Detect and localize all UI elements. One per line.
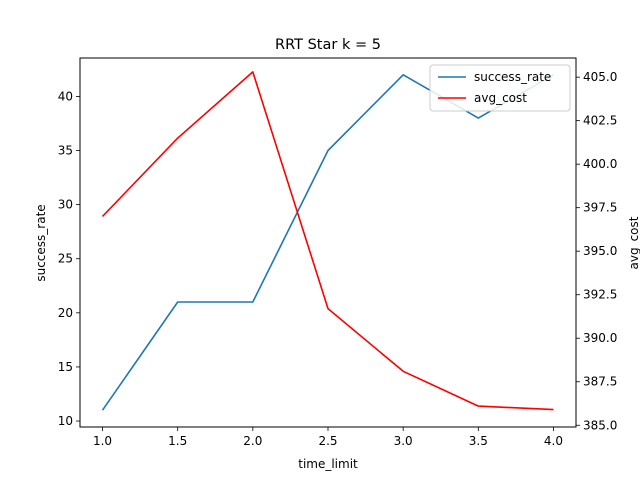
legend-label-success_rate: success_rate <box>474 70 551 84</box>
x-axis: 1.0 1.5 2.0 2.5 3.0 3.5 4.0 <box>93 427 563 448</box>
y-left-tick-label: 30 <box>58 198 73 212</box>
x-tick-label: 1.0 <box>93 434 112 448</box>
x-tick-label: 2.0 <box>243 434 262 448</box>
y-axis-right: 385.0 387.5 390.0 392.5 395.0 397.5 400.0 402.5… <box>576 70 617 432</box>
y-right-tick-label: 405.0 <box>583 70 617 84</box>
x-tick-label: 3.5 <box>469 434 488 448</box>
y-axis-left: 10 15 20 25 30 35 40 <box>58 89 80 428</box>
plot-area <box>79 57 577 428</box>
legend: success_rate avg_cost <box>429 64 571 112</box>
plot-frame <box>79 57 577 428</box>
chart-title: RRT Star k = 5 <box>275 37 381 53</box>
y-left-tick-label: 40 <box>58 89 73 103</box>
y-right-tick-label: 385.0 <box>583 418 617 432</box>
x-tick-label: 2.5 <box>318 434 337 448</box>
y-right-tick-label: 395.0 <box>583 244 617 258</box>
y-axis-left-title: success_rate <box>34 204 48 281</box>
x-tick-label: 3.0 <box>394 434 413 448</box>
legend-label-avg_cost: avg_cost <box>474 91 527 105</box>
x-axis-title: time_limit <box>298 457 358 471</box>
y-left-tick-label: 25 <box>58 252 73 266</box>
y-left-tick-label: 35 <box>58 144 73 158</box>
y-right-tick-label: 390.0 <box>583 331 617 345</box>
y-right-tick-label: 400.0 <box>583 157 617 171</box>
y-right-tick-label: 397.5 <box>583 201 617 215</box>
y-left-tick-label: 20 <box>58 306 73 320</box>
y-axis-right-title: avg_cost <box>627 216 640 269</box>
y-left-tick-label: 10 <box>58 414 73 428</box>
y-right-tick-label: 387.5 <box>583 375 617 389</box>
y-right-tick-label: 392.5 <box>583 288 617 302</box>
x-tick-label: 4.0 <box>544 434 563 448</box>
series-line-avg_cost <box>101 71 554 411</box>
x-tick-label: 1.5 <box>168 434 187 448</box>
y-right-tick-label: 402.5 <box>583 114 617 128</box>
y-left-tick-label: 15 <box>58 360 73 374</box>
series-line-success_rate <box>101 74 554 411</box>
